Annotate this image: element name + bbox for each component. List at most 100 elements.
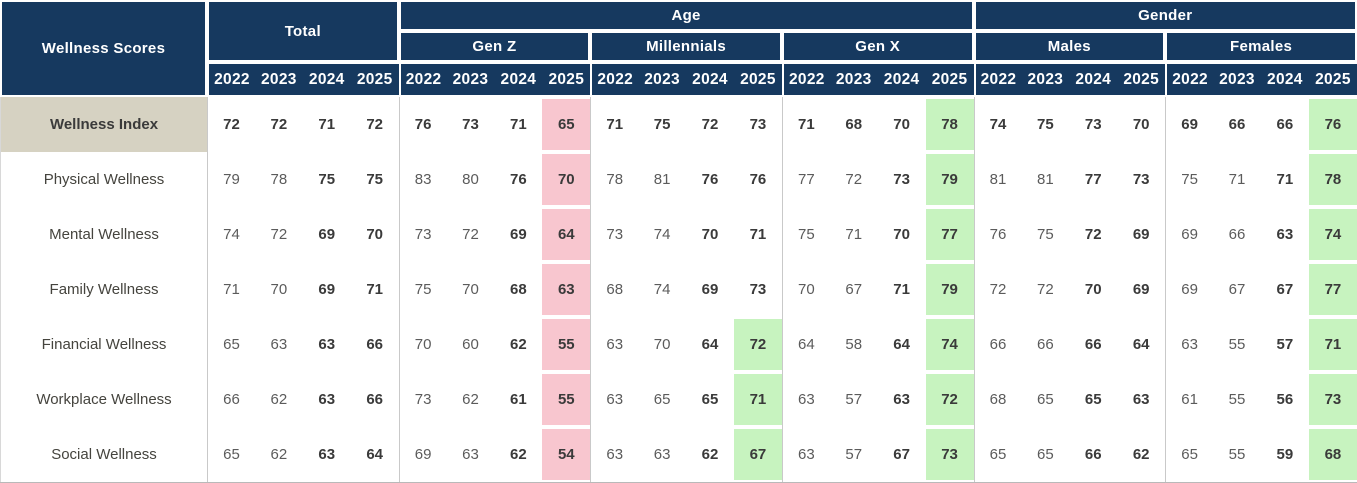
year-header: 2022	[1165, 62, 1213, 97]
score-cell: 75	[638, 97, 686, 152]
score-cell: 68	[1309, 427, 1357, 482]
score-cell: 69	[1165, 262, 1213, 317]
score-cell: 65	[1021, 372, 1069, 427]
score-cell: 76	[494, 152, 542, 207]
group-header: Gen X	[782, 31, 974, 62]
score-cell: 71	[590, 97, 638, 152]
score-cell: 79	[926, 152, 974, 207]
score-cell: 55	[542, 317, 590, 372]
year-header: 2025	[542, 62, 590, 97]
score-cell: 62	[1117, 427, 1165, 482]
score-cell: 79	[926, 262, 974, 317]
score-cell: 57	[1261, 317, 1309, 372]
score-cell: 76	[1309, 97, 1357, 152]
score-cell: 72	[1021, 262, 1069, 317]
score-cell: 70	[878, 97, 926, 152]
year-header: 2024	[494, 62, 542, 97]
score-cell: 63	[590, 317, 638, 372]
score-cell: 75	[1021, 97, 1069, 152]
score-cell: 63	[1117, 372, 1165, 427]
top-group-header: Gender	[974, 0, 1357, 31]
score-cell: 64	[542, 207, 590, 262]
top-group-header: Age	[399, 0, 974, 31]
score-cell: 73	[878, 152, 926, 207]
score-cell: 63	[590, 372, 638, 427]
score-cell: 74	[638, 207, 686, 262]
score-cell: 73	[1117, 152, 1165, 207]
score-cell: 72	[686, 97, 734, 152]
score-cell: 64	[351, 427, 399, 482]
score-cell: 78	[926, 97, 974, 152]
score-cell: 76	[399, 97, 447, 152]
score-cell: 76	[734, 152, 782, 207]
score-cell: 63	[303, 372, 351, 427]
score-cell: 68	[830, 97, 878, 152]
score-cell: 68	[974, 372, 1022, 427]
year-header: 2023	[638, 62, 686, 97]
score-cell: 55	[1213, 427, 1261, 482]
score-cell: 63	[782, 372, 830, 427]
score-cell: 71	[830, 207, 878, 262]
score-cell: 67	[734, 427, 782, 482]
score-cell: 69	[399, 427, 447, 482]
score-cell: 72	[830, 152, 878, 207]
row-label: Mental Wellness	[0, 207, 207, 262]
score-cell: 79	[207, 152, 255, 207]
year-header: 2024	[1261, 62, 1309, 97]
score-cell: 54	[542, 427, 590, 482]
year-header: 2025	[734, 62, 782, 97]
score-cell: 63	[1261, 207, 1309, 262]
score-cell: 74	[974, 97, 1022, 152]
score-cell: 73	[734, 97, 782, 152]
year-header: 2024	[1069, 62, 1117, 97]
score-cell: 71	[1213, 152, 1261, 207]
score-cell: 71	[878, 262, 926, 317]
score-cell: 64	[878, 317, 926, 372]
group-header: Males	[974, 31, 1166, 62]
score-cell: 67	[1213, 262, 1261, 317]
score-cell: 70	[351, 207, 399, 262]
score-cell: 69	[1165, 207, 1213, 262]
score-cell: 66	[1261, 97, 1309, 152]
year-header: 2025	[1117, 62, 1165, 97]
score-cell: 65	[1069, 372, 1117, 427]
score-cell: 72	[447, 207, 495, 262]
row-label: Family Wellness	[0, 262, 207, 317]
score-cell: 71	[1309, 317, 1357, 372]
score-cell: 75	[782, 207, 830, 262]
year-header: 2022	[399, 62, 447, 97]
score-cell: 78	[590, 152, 638, 207]
score-cell: 71	[303, 97, 351, 152]
score-cell: 75	[1021, 207, 1069, 262]
score-cell: 62	[255, 372, 303, 427]
score-cell: 81	[1021, 152, 1069, 207]
score-cell: 72	[974, 262, 1022, 317]
score-cell: 69	[1117, 207, 1165, 262]
score-cell: 71	[494, 97, 542, 152]
score-cell: 70	[782, 262, 830, 317]
score-cell: 77	[926, 207, 974, 262]
year-header: 2023	[1213, 62, 1261, 97]
score-cell: 63	[447, 427, 495, 482]
score-cell: 70	[1117, 97, 1165, 152]
score-cell: 77	[1069, 152, 1117, 207]
score-cell: 65	[686, 372, 734, 427]
score-cell: 72	[734, 317, 782, 372]
score-cell: 64	[686, 317, 734, 372]
score-cell: 74	[926, 317, 974, 372]
year-header: 2025	[351, 62, 399, 97]
score-cell: 57	[830, 372, 878, 427]
score-cell: 70	[542, 152, 590, 207]
score-cell: 70	[255, 262, 303, 317]
score-cell: 78	[255, 152, 303, 207]
year-header: 2022	[207, 62, 255, 97]
year-header: 2024	[686, 62, 734, 97]
score-cell: 69	[303, 207, 351, 262]
score-cell: 65	[207, 427, 255, 482]
score-cell: 69	[1117, 262, 1165, 317]
score-cell: 77	[1309, 262, 1357, 317]
